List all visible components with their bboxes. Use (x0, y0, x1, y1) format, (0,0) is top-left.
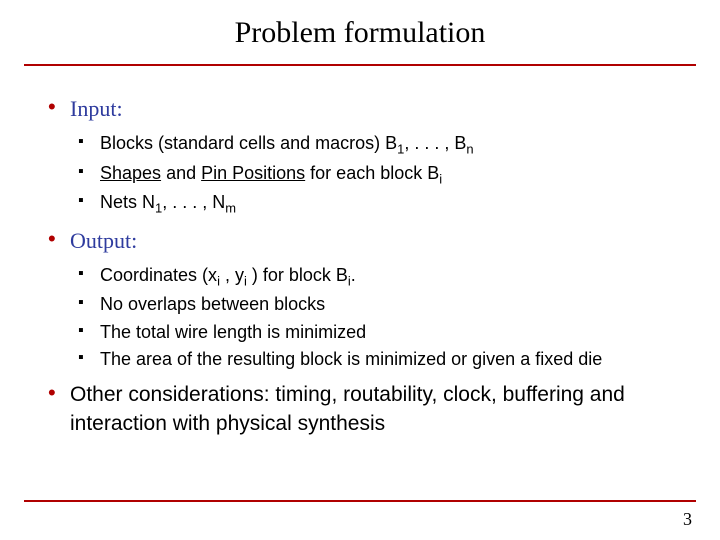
footer-rule (24, 500, 696, 502)
t: . (351, 265, 356, 285)
input-sublist: Blocks (standard cells and macros) B1, .… (78, 131, 672, 218)
output-label: Output: (70, 228, 137, 253)
input-item-shapes: Shapes and Pin Positions for each block … (78, 161, 672, 189)
output-item-wirelen: The total wire length is minimized (78, 320, 672, 345)
t: ) for block B (247, 265, 348, 285)
output-sublist: Coordinates (xi , yi ) for block Bi. No … (78, 263, 672, 372)
t: Coordinates (x (100, 265, 217, 285)
input-item-nets: Nets N1, . . . , Nm (78, 190, 672, 218)
t: , . . . , B (404, 133, 466, 153)
output-item-nooverlap: No overlaps between blocks (78, 292, 672, 317)
slide: Problem formulation Input: Blocks (stand… (0, 0, 720, 540)
output-item-coords: Coordinates (xi , yi ) for block Bi. (78, 263, 672, 291)
output-heading: Output: Coordinates (xi , yi ) for block… (48, 226, 672, 372)
bullet-list-lvl1: Input: Blocks (standard cells and macros… (48, 94, 672, 439)
t: Nets N (100, 192, 155, 212)
t: , y (220, 265, 244, 285)
input-heading: Input: Blocks (standard cells and macros… (48, 94, 672, 218)
input-label: Input: (70, 96, 123, 121)
page-title: Problem formulation (0, 0, 720, 50)
sub: m (225, 201, 236, 216)
input-item-blocks: Blocks (standard cells and macros) B1, .… (78, 131, 672, 159)
t: , . . . , N (162, 192, 225, 212)
t: Pin Positions (201, 163, 305, 183)
sub: i (439, 171, 442, 186)
t: Blocks (standard cells and macros) B (100, 133, 397, 153)
other-considerations: Other considerations: timing, routabilit… (48, 380, 672, 439)
sub: n (466, 141, 473, 156)
t: Shapes (100, 163, 161, 183)
content-area: Input: Blocks (standard cells and macros… (0, 66, 720, 439)
t: for each block B (305, 163, 439, 183)
page-number: 3 (683, 509, 692, 530)
output-item-area: The area of the resulting block is minim… (78, 347, 672, 372)
t: and (161, 163, 201, 183)
